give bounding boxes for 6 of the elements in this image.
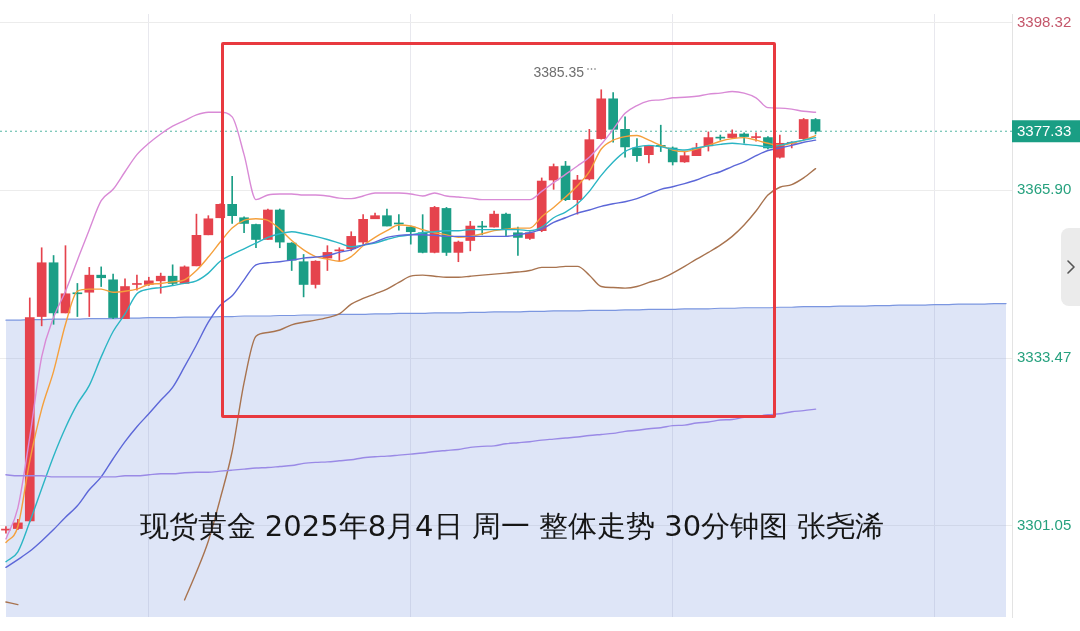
ref-line-label: 3377.33	[1017, 122, 1072, 140]
annotation: 3385.35	[533, 63, 585, 80]
y-tick-label: 3333.47	[1017, 348, 1072, 366]
y-tick-label: 3365.90	[1017, 180, 1072, 198]
y-tick-label: 3301.05	[1017, 515, 1072, 533]
y-tick-label: 3398.32	[1017, 12, 1072, 30]
